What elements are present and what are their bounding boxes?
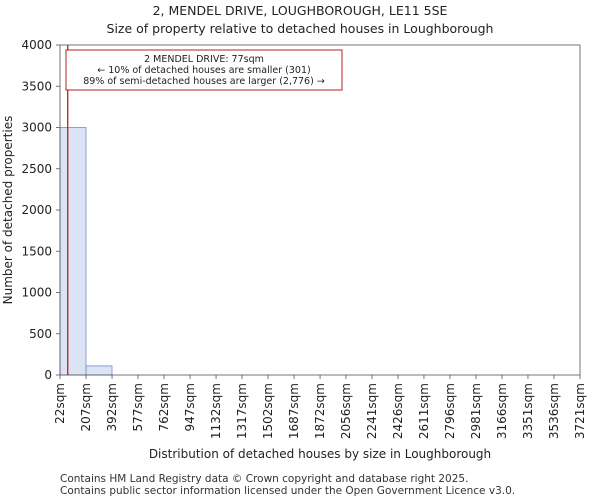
- x-tick-label-1317sqm: 1317sqm: [235, 383, 249, 439]
- x-tick-label-392sqm: 392sqm: [105, 383, 119, 431]
- histogram-bar-22sqm: [59, 127, 87, 376]
- x-tick-label-207sqm: 207sqm: [79, 383, 93, 431]
- chart-subtitle: Size of property relative to detached ho…: [106, 21, 494, 36]
- x-tick-label-947sqm: 947sqm: [183, 383, 197, 431]
- footer-credit-1: Contains HM Land Registry data © Crown c…: [60, 473, 469, 485]
- x-tick-label-577sqm: 577sqm: [131, 383, 145, 431]
- annotation-box: [65, 49, 343, 91]
- annotation-line-1: 2 MENDEL DRIVE: 77sqm: [144, 54, 264, 65]
- x-tick-label-3536sqm: 3536sqm: [547, 383, 561, 439]
- x-tick-label-2241sqm: 2241sqm: [365, 383, 379, 439]
- x-tick-label-762sqm: 762sqm: [157, 383, 171, 431]
- y-ticks-group: 0 500 1000 1500 2000 2500 3000 3500 4000: [21, 38, 60, 382]
- x-tick-label-2611sqm: 2611sqm: [417, 383, 431, 439]
- x-tick-label-2796sqm: 2796sqm: [443, 383, 457, 439]
- x-tick-label-1132sqm: 1132sqm: [209, 383, 223, 439]
- x-axis-label: Distribution of detached houses by size …: [149, 447, 491, 461]
- y-tick-label: 500: [29, 327, 52, 341]
- y-tick-label: 3000: [21, 121, 52, 135]
- x-tick-label-22sqm: 22sqm: [53, 383, 67, 424]
- x-tick-label-2981sqm: 2981sqm: [469, 383, 483, 439]
- x-tick-label-2426sqm: 2426sqm: [391, 383, 405, 439]
- plot-area: [59, 44, 581, 376]
- x-tick-label-3721sqm: 3721sqm: [573, 383, 587, 439]
- histogram-bar-207sqm: [85, 365, 113, 376]
- histogram-chart: 0 500 1000 1500 2000 2500 3000 3500 4000 22sqm 20…: [1, 38, 587, 461]
- y-tick-label: 3500: [21, 79, 52, 93]
- y-tick-label: 0: [44, 368, 52, 382]
- y-axis-label: Number of detached properties: [1, 116, 15, 305]
- y-tick-label: 2500: [21, 162, 52, 176]
- x-tick-label-3166sqm: 3166sqm: [495, 383, 509, 439]
- x-tick-label-2056sqm: 2056sqm: [339, 383, 353, 439]
- bars-group: [59, 127, 113, 376]
- x-ticks-group: 22sqm 207sqm 392sqm 577sqm 762sqm 947sqm 1132s…: [53, 375, 587, 439]
- x-tick-label-1687sqm: 1687sqm: [287, 383, 301, 439]
- chart-title: 2, MENDEL DRIVE, LOUGHBOROUGH, LE11 5SE: [152, 3, 448, 18]
- x-tick-label-3351sqm: 3351sqm: [521, 383, 535, 439]
- x-tick-label-1502sqm: 1502sqm: [261, 383, 275, 439]
- y-tick-label: 1500: [21, 244, 52, 258]
- y-tick-label: 1000: [21, 286, 52, 300]
- footer-credit-2: Contains public sector information licen…: [60, 485, 516, 497]
- y-tick-label: 4000: [21, 38, 52, 52]
- x-tick-label-1872sqm: 1872sqm: [313, 383, 327, 439]
- annotation-line-3: 89% of semi-detached houses are larger (…: [83, 76, 325, 87]
- y-tick-label: 2000: [21, 203, 52, 217]
- annotation-line-2: ← 10% of detached houses are smaller (30…: [97, 65, 310, 76]
